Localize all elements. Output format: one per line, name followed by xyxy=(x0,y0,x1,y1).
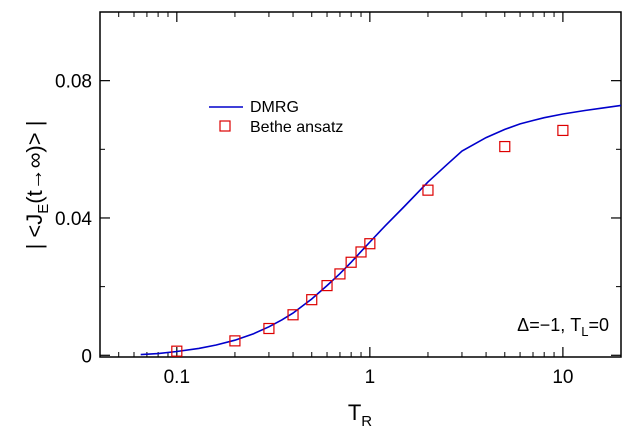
y-axis-title: | <JE(t→∞)> | xyxy=(22,121,52,250)
bethe-point xyxy=(422,184,434,196)
bethe-point xyxy=(229,335,241,347)
ticks-layer: 0.1 1 10 0 0.04 0.08 xyxy=(55,12,621,388)
bethe-point xyxy=(345,256,357,268)
legend-bethe-label: Bethe ansatz xyxy=(250,119,343,136)
x-axis-title: TR xyxy=(348,400,372,430)
x-tick-label: 10 xyxy=(552,367,573,388)
bethe-point xyxy=(287,309,299,321)
bethe-point xyxy=(355,246,367,258)
bethe-point xyxy=(171,345,183,357)
bethe-point xyxy=(499,140,511,153)
marks-layer xyxy=(140,104,622,357)
bethe-point xyxy=(263,322,275,335)
bethe-point xyxy=(364,238,376,250)
legend-bethe-swatch xyxy=(219,120,231,132)
bethe-point xyxy=(334,268,346,280)
y-tick-label: 0.08 xyxy=(55,72,92,93)
x-tick-label: 0.1 xyxy=(164,367,190,388)
x-tick-label: 1 xyxy=(365,367,376,388)
legend: DMRG Bethe ansatz xyxy=(209,99,343,136)
annotation: Δ=−1, TL=0 xyxy=(517,315,609,339)
legend-dmrg-label: DMRG xyxy=(250,99,299,116)
plot-frame xyxy=(99,11,622,358)
bethe-point xyxy=(557,124,569,137)
y-tick-label: 0 xyxy=(81,346,92,367)
y-tick-label: 0.04 xyxy=(55,209,92,230)
bethe-point xyxy=(321,279,333,292)
bethe-point xyxy=(306,294,318,306)
